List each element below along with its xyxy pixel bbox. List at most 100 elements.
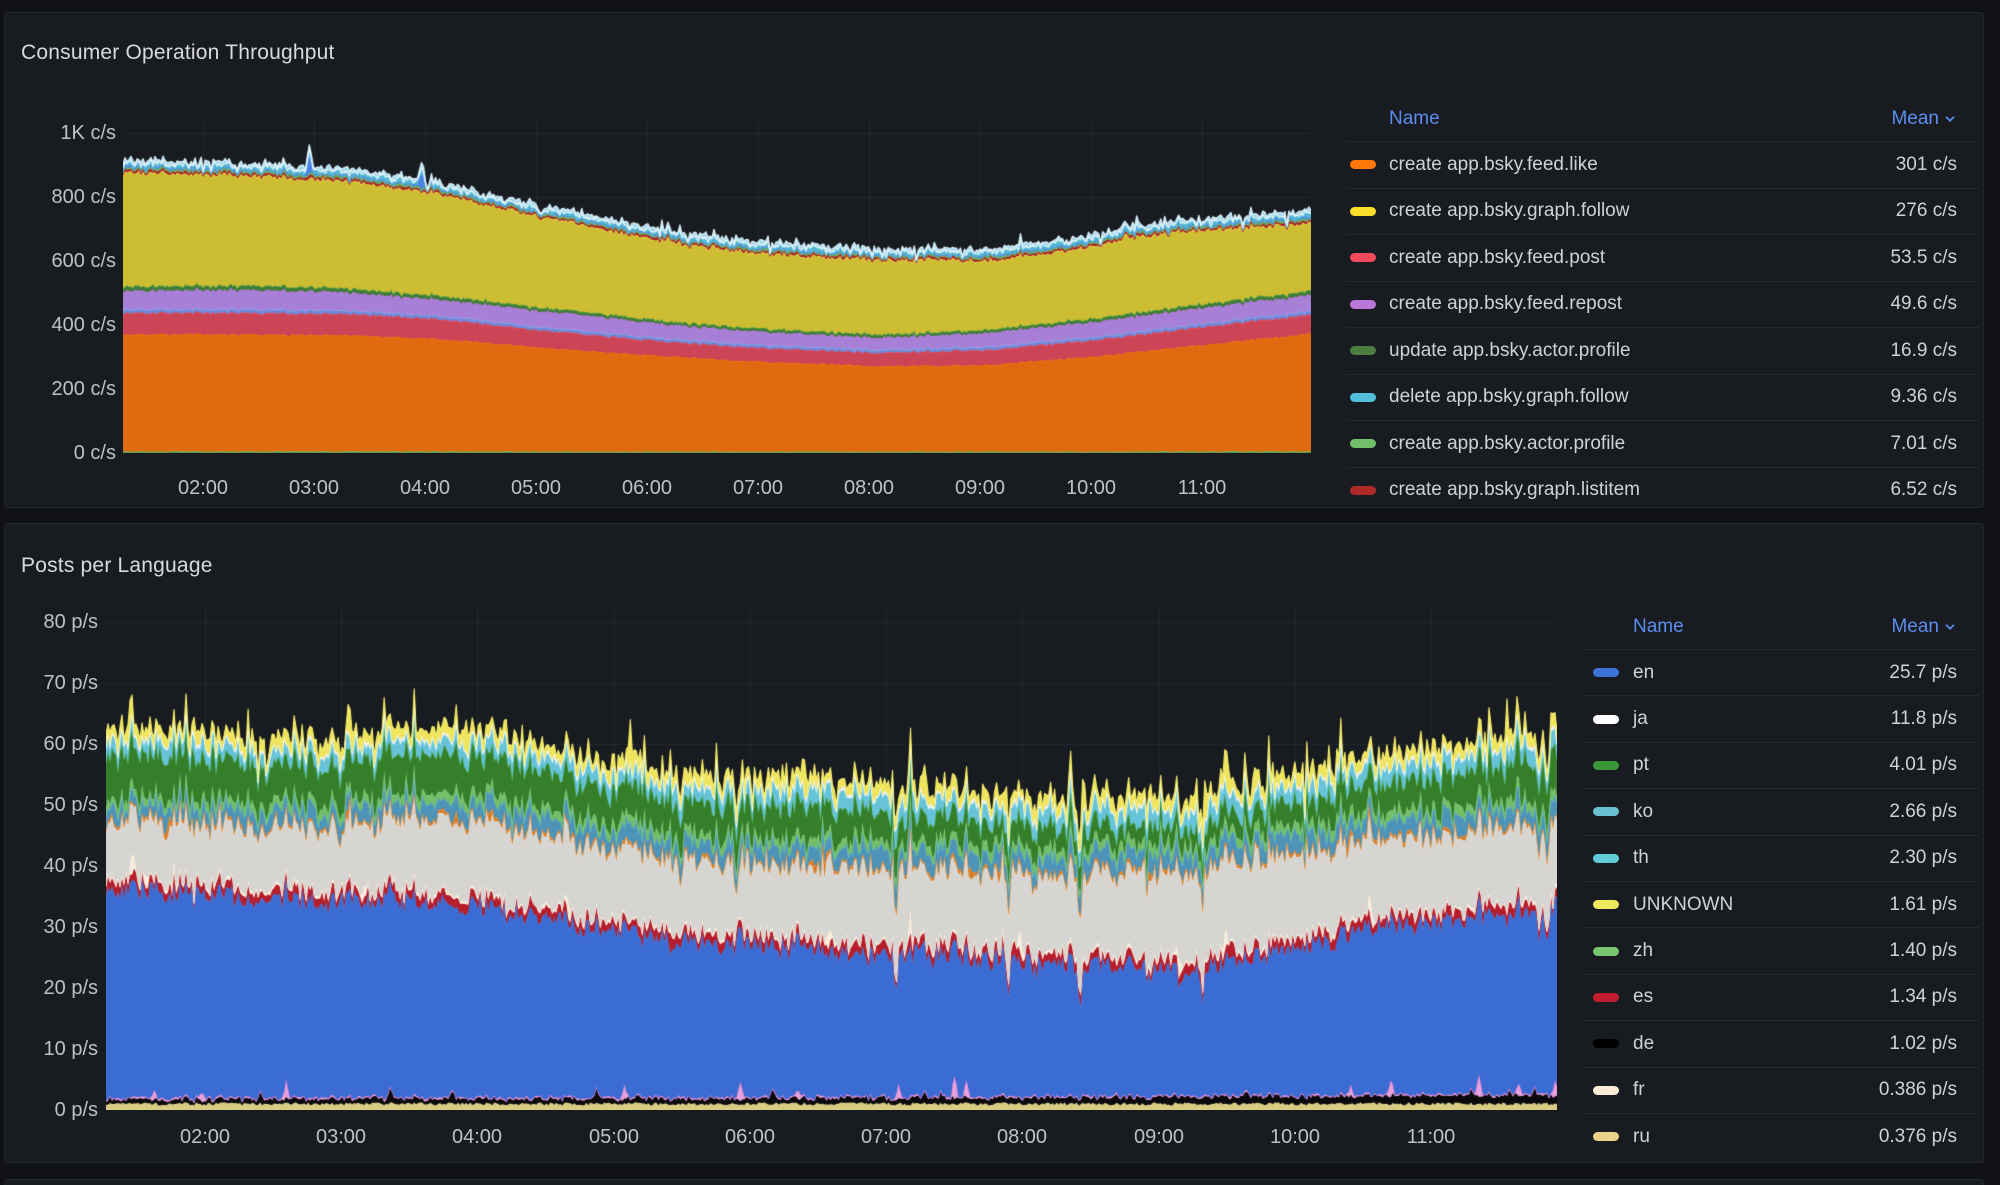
series-mean-value: 276 c/s <box>1895 200 1957 222</box>
legend-row[interactable]: de 1.02 p/s <box>1585 1020 1979 1066</box>
y-tick-label: 80 p/s <box>43 611 98 633</box>
legend-row[interactable]: create app.bsky.feed.repost 49.6 c/s <box>1346 280 1979 328</box>
x-tick-label: 03:00 <box>315 1126 367 1148</box>
series-color-swatch <box>1593 1085 1619 1095</box>
series-color-swatch <box>1593 714 1619 724</box>
series-mean-value: 2.66 p/s <box>1889 800 1957 822</box>
series-mean-value: 0.376 p/s <box>1878 1125 1957 1147</box>
x-tick-label: 10:00 <box>1269 1126 1321 1148</box>
y-tick-label: 40 p/s <box>43 855 98 877</box>
next-panel-top-edge <box>4 1179 1984 1185</box>
series-name: de <box>1633 1032 1655 1054</box>
series-mean-value: 1.61 p/s <box>1889 893 1957 915</box>
y-tick-label: 1K c/s <box>60 122 116 144</box>
legend-column-name[interactable]: Name <box>1633 616 1684 637</box>
series-name: es <box>1633 986 1654 1008</box>
legend-row[interactable]: ja 11.8 p/s <box>1585 695 1979 741</box>
series-name: pt <box>1633 754 1649 776</box>
series-color-swatch <box>1593 760 1619 770</box>
x-tick-label: 05:00 <box>510 477 562 499</box>
x-tick-label: 06:00 <box>724 1126 776 1148</box>
legend-row[interactable]: fr 0.386 p/s <box>1585 1066 1979 1113</box>
legend-column-mean[interactable]: Mean <box>1891 616 1979 638</box>
legend-row[interactable]: delete app.bsky.graph.follow 9.36 c/s <box>1346 373 1979 421</box>
series-color-swatch <box>1350 485 1376 495</box>
series-color-swatch <box>1350 299 1376 309</box>
legend-row[interactable]: UNKNOWN 1.61 p/s <box>1585 880 1979 927</box>
panel-posts-per-language: Posts per Language 80 p/s 70 p/s 60 p/s … <box>4 523 1984 1163</box>
series-mean-value: 11.8 p/s <box>1890 708 1957 730</box>
series-color-swatch <box>1350 160 1376 170</box>
series-color-swatch <box>1350 392 1376 402</box>
y-tick-label: 0 p/s <box>54 1099 98 1121</box>
legend-table: Name Mean en 25.7 p/s ja 11.8 p/s pt 4.0… <box>1585 605 1979 1150</box>
legend-table: Name Mean create app.bsky.feed.like 301 … <box>1346 97 1979 507</box>
legend-row[interactable]: pt 4.01 p/s <box>1585 741 1979 788</box>
throughput-chart-canvas[interactable] <box>123 119 1311 453</box>
posts-per-language-chart-canvas[interactable] <box>106 606 1557 1110</box>
y-tick-label: 70 p/s <box>43 672 98 694</box>
series-mean-value: 1.40 p/s <box>1889 940 1957 962</box>
series-name: fr <box>1633 1079 1645 1101</box>
legend-column-mean[interactable]: Mean <box>1891 108 1979 130</box>
legend-row[interactable]: ko 2.66 p/s <box>1585 788 1979 834</box>
series-mean-value: 9.36 c/s <box>1890 386 1957 408</box>
x-tick-label: 04:00 <box>399 477 451 499</box>
legend-row[interactable]: create app.bsky.actor.profile 7.01 c/s <box>1346 420 1979 467</box>
series-name: delete app.bsky.graph.follow <box>1389 386 1629 408</box>
series-mean-value: 4.01 p/s <box>1889 754 1957 776</box>
series-mean-value: 7.01 c/s <box>1890 432 1957 454</box>
y-tick-label: 800 c/s <box>51 186 116 208</box>
series-name: create app.bsky.feed.repost <box>1389 293 1623 315</box>
legend-header: Name Mean <box>1346 97 1979 141</box>
series-color-swatch <box>1350 253 1376 263</box>
y-tick-label: 600 c/s <box>51 250 116 272</box>
y-tick-label: 200 c/s <box>51 378 116 400</box>
panel-title[interactable]: Posts per Language <box>21 554 213 577</box>
series-color-swatch <box>1350 206 1376 216</box>
x-tick-label: 08:00 <box>843 477 895 499</box>
series-color-swatch <box>1593 668 1619 678</box>
x-tick-label: 07:00 <box>860 1126 912 1148</box>
x-tick-label: 04:00 <box>451 1126 503 1148</box>
legend-row[interactable]: create app.bsky.feed.like 301 c/s <box>1346 141 1979 188</box>
series-mean-value: 1.34 p/s <box>1889 986 1957 1008</box>
series-mean-value: 6.52 c/s <box>1890 479 1957 501</box>
x-tick-label: 11:00 <box>1177 477 1227 499</box>
x-tick-label: 05:00 <box>588 1126 640 1148</box>
series-color-swatch <box>1593 1039 1619 1049</box>
y-tick-label: 0 c/s <box>73 442 116 464</box>
legend-row[interactable]: en 25.7 p/s <box>1585 649 1979 695</box>
series-name: create app.bsky.graph.listitem <box>1389 479 1640 501</box>
sort-desc-icon <box>1945 116 1955 122</box>
legend-row[interactable]: ru 0.376 p/s <box>1585 1112 1979 1150</box>
legend-header: Name Mean <box>1585 605 1979 649</box>
y-tick-label: 400 c/s <box>51 314 116 336</box>
legend-column-name[interactable]: Name <box>1389 108 1440 129</box>
legend-row[interactable]: update app.bsky.actor.profile 16.9 c/s <box>1346 327 1979 374</box>
legend-row[interactable]: th 2.30 p/s <box>1585 834 1979 881</box>
panel-consumer-operation-throughput: Consumer Operation Throughput 1K c/s 800… <box>4 12 1984 508</box>
x-tick-label: 10:00 <box>1065 477 1117 499</box>
legend-row[interactable]: zh 1.40 p/s <box>1585 927 1979 973</box>
series-mean-value: 16.9 c/s <box>1890 339 1957 361</box>
x-tick-label: 06:00 <box>621 477 673 499</box>
series-mean-value: 49.6 c/s <box>1890 293 1957 315</box>
x-tick-label: 02:00 <box>179 1126 231 1148</box>
x-tick-label: 02:00 <box>177 477 229 499</box>
legend-row[interactable]: create app.bsky.feed.post 53.5 c/s <box>1346 234 1979 281</box>
series-mean-value: 25.7 p/s <box>1889 661 1957 683</box>
legend-row[interactable]: es 1.34 p/s <box>1585 973 1979 1020</box>
series-mean-value: 0.386 p/s <box>1878 1079 1957 1101</box>
series-color-swatch <box>1593 853 1619 863</box>
series-color-swatch <box>1350 346 1376 356</box>
legend-row[interactable]: create app.bsky.graph.follow 276 c/s <box>1346 187 1979 235</box>
legend-row[interactable]: create app.bsky.graph.listitem 6.52 c/s <box>1346 466 1979 508</box>
series-color-swatch <box>1593 807 1619 817</box>
series-name: th <box>1633 847 1649 869</box>
series-name: ja <box>1633 708 1648 730</box>
sort-desc-icon <box>1945 624 1955 630</box>
series-name: create app.bsky.actor.profile <box>1389 432 1626 454</box>
panel-title[interactable]: Consumer Operation Throughput <box>21 41 335 64</box>
